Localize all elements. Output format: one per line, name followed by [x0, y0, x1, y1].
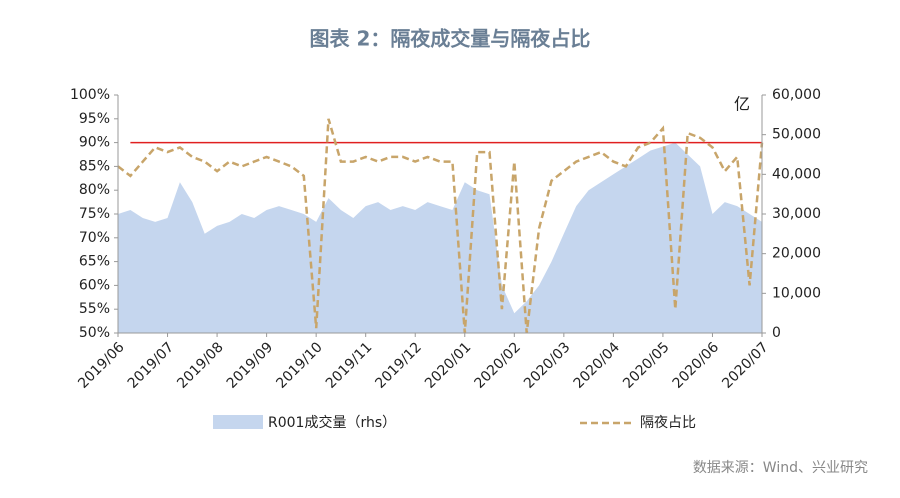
legend-label: R001成交量（rhs）	[268, 414, 396, 431]
x-tick-label: 2019/06	[75, 339, 128, 392]
x-tick-label: 2019/07	[125, 339, 177, 391]
y2-tick-label: 0	[772, 325, 781, 341]
x-tick-label: 2019/09	[224, 339, 276, 391]
x-tick-label: 2020/01	[422, 339, 474, 391]
x-tick-label: 2020/05	[620, 339, 672, 391]
y2-tick-label: 10,000	[772, 285, 821, 301]
y-tick-label: 85%	[79, 158, 110, 174]
chart-title: 图表 2：隔夜成交量与隔夜占比	[310, 27, 591, 51]
x-tick-label: 2020/07	[719, 339, 771, 391]
y-tick-label: 80%	[79, 182, 110, 198]
y-tick-label: 90%	[79, 135, 110, 151]
legend-swatch	[213, 415, 263, 429]
y-tick-label: 75%	[79, 206, 110, 222]
x-tick-label: 2020/02	[472, 339, 524, 391]
x-tick-label: 2019/10	[273, 339, 325, 391]
y-tick-label: 70%	[79, 230, 110, 246]
x-tick-label: 2019/08	[174, 339, 226, 391]
source: 数据来源：Wind、兴业研究	[693, 460, 868, 476]
area	[118, 142, 762, 333]
y-tick-label: 95%	[79, 111, 110, 127]
x-tick-label: 2020/03	[521, 339, 573, 391]
y2-tick-label: 20,000	[772, 246, 821, 262]
y-tick-label: 55%	[79, 301, 110, 317]
x-tick-label: 2019/11	[323, 339, 375, 391]
y-tick-label: 100%	[70, 87, 110, 103]
y2-tick-label: 30,000	[772, 206, 821, 222]
legend-label: 隔夜占比	[640, 415, 696, 431]
y-tick-label: 65%	[79, 254, 110, 270]
x-tick-label: 2019/12	[372, 339, 424, 391]
y-tick-label: 60%	[79, 277, 110, 293]
line	[117, 118, 764, 334]
y-tick-label: 50%	[79, 325, 110, 341]
y2-tick-label: 40,000	[772, 166, 821, 182]
y2-unit: 亿	[734, 95, 750, 114]
y2-tick-label: 60,000	[772, 87, 821, 103]
x-tick-label: 2020/06	[670, 339, 723, 392]
y2-tick-label: 50,000	[772, 127, 821, 143]
x-tick-label: 2020/04	[571, 339, 624, 392]
